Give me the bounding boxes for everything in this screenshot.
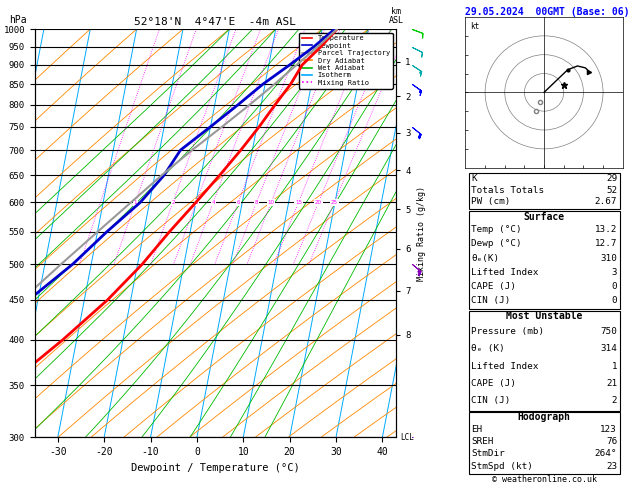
Text: 20: 20 xyxy=(315,200,322,205)
Text: 2: 2 xyxy=(171,200,175,205)
Text: SREH: SREH xyxy=(471,437,494,446)
Bar xyxy=(469,211,620,309)
Text: 314: 314 xyxy=(600,344,617,353)
Text: CIN (J): CIN (J) xyxy=(471,296,510,305)
Text: hPa: hPa xyxy=(9,15,27,25)
Text: 3: 3 xyxy=(611,268,617,277)
Text: Lifted Index: Lifted Index xyxy=(471,268,538,277)
Text: 52: 52 xyxy=(606,186,617,195)
Text: 3: 3 xyxy=(194,200,198,205)
Text: 750: 750 xyxy=(600,327,617,336)
Text: 25: 25 xyxy=(331,200,338,205)
Text: CIN (J): CIN (J) xyxy=(471,397,510,405)
Text: 0: 0 xyxy=(611,282,617,291)
Text: 123: 123 xyxy=(600,425,617,434)
Text: Lifted Index: Lifted Index xyxy=(471,362,538,371)
Text: 15: 15 xyxy=(295,200,302,205)
Text: 2: 2 xyxy=(611,397,617,405)
Text: 10: 10 xyxy=(267,200,275,205)
Text: 1: 1 xyxy=(133,200,137,205)
Text: PW (cm): PW (cm) xyxy=(471,197,510,207)
Text: Mixing Ratio (g/kg): Mixing Ratio (g/kg) xyxy=(417,186,426,281)
Bar xyxy=(469,311,620,411)
Text: kt: kt xyxy=(470,21,479,31)
Text: EH: EH xyxy=(471,425,482,434)
Legend: Temperature, Dewpoint, Parcel Trajectory, Dry Adiabat, Wet Adiabat, Isotherm, Mi: Temperature, Dewpoint, Parcel Trajectory… xyxy=(299,33,392,88)
Text: θₑ (K): θₑ (K) xyxy=(471,344,504,353)
Text: Dewp (°C): Dewp (°C) xyxy=(471,240,521,248)
Text: LCL: LCL xyxy=(400,434,414,442)
Text: CAPE (J): CAPE (J) xyxy=(471,379,516,388)
Text: 29: 29 xyxy=(606,174,617,183)
Title: 52°18'N  4°47'E  -4m ASL: 52°18'N 4°47'E -4m ASL xyxy=(135,17,296,27)
Text: 13.2: 13.2 xyxy=(594,226,617,234)
Bar xyxy=(469,412,620,474)
Text: 264°: 264° xyxy=(594,450,617,458)
Text: Surface: Surface xyxy=(523,212,565,222)
Text: Most Unstable: Most Unstable xyxy=(506,312,582,321)
Text: 2.67: 2.67 xyxy=(594,197,617,207)
Text: km
ASL: km ASL xyxy=(389,7,404,25)
Text: 23: 23 xyxy=(606,462,617,471)
Text: CAPE (J): CAPE (J) xyxy=(471,282,516,291)
X-axis label: Dewpoint / Temperature (°C): Dewpoint / Temperature (°C) xyxy=(131,463,300,473)
Text: Pressure (mb): Pressure (mb) xyxy=(471,327,544,336)
Text: 8: 8 xyxy=(255,200,259,205)
Text: θₑ(K): θₑ(K) xyxy=(471,254,499,262)
Text: Hodograph: Hodograph xyxy=(518,412,571,422)
Text: 4: 4 xyxy=(211,200,215,205)
Bar xyxy=(469,173,620,209)
Text: 76: 76 xyxy=(606,437,617,446)
Text: K: K xyxy=(471,174,477,183)
Text: 310: 310 xyxy=(600,254,617,262)
Text: 29.05.2024  00GMT (Base: 06): 29.05.2024 00GMT (Base: 06) xyxy=(465,7,629,17)
Text: 12.7: 12.7 xyxy=(594,240,617,248)
Text: Totals Totals: Totals Totals xyxy=(471,186,544,195)
Text: StmSpd (kt): StmSpd (kt) xyxy=(471,462,533,471)
Text: 21: 21 xyxy=(606,379,617,388)
Text: © weatheronline.co.uk: © weatheronline.co.uk xyxy=(492,474,596,484)
Text: 0: 0 xyxy=(611,296,617,305)
Text: StmDir: StmDir xyxy=(471,450,504,458)
Text: 1: 1 xyxy=(611,362,617,371)
Text: 6: 6 xyxy=(237,200,240,205)
Text: Temp (°C): Temp (°C) xyxy=(471,226,521,234)
